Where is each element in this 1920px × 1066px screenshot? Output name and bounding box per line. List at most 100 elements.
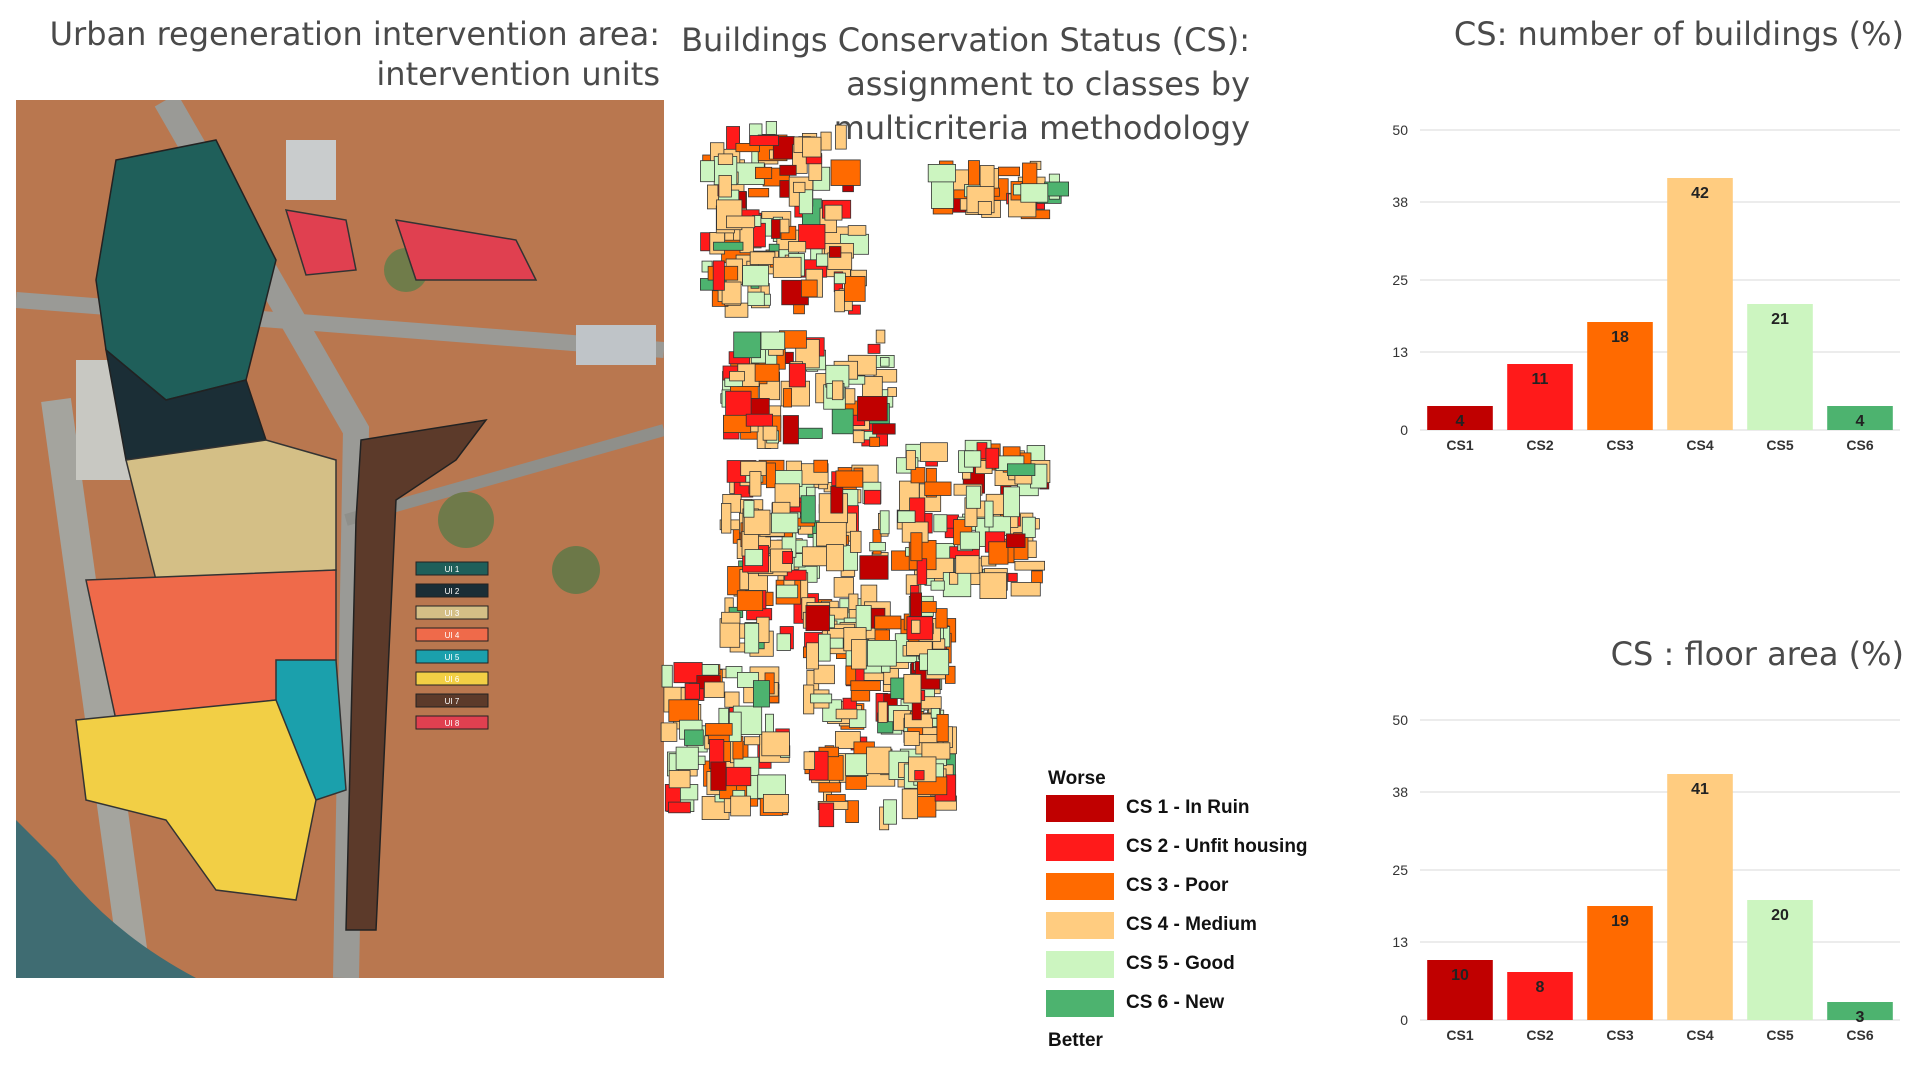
building-parcel (933, 514, 948, 533)
intervention-unit-label: UI 6 (445, 675, 460, 684)
x-category-label: CS3 (1606, 1027, 1633, 1043)
legend-swatch (1046, 911, 1114, 939)
building-parcel (800, 495, 816, 524)
building-parcel (845, 776, 867, 790)
building-parcel (903, 731, 920, 746)
building-parcel (916, 558, 928, 585)
intervention-units-map: UI 1 UI 2 UI 3 UI 4 UI 5 UI 6 UI 7 UI 8 (16, 100, 664, 978)
bar-cs6 (1827, 1002, 1893, 1020)
bar-cs2 (1507, 364, 1573, 430)
building-parcel (818, 782, 842, 793)
legend-worse-label: Worse (1048, 768, 1106, 789)
building-parcel (745, 413, 773, 427)
building-parcel (733, 331, 761, 359)
building-parcel (835, 470, 864, 488)
building-parcel (830, 159, 861, 186)
intervention-unit-swatch (415, 715, 489, 730)
building-parcel (988, 541, 1009, 565)
y-tick-label: 0 (1400, 1012, 1408, 1028)
building-parcel (660, 722, 678, 742)
legend-label: CS 1 - In Ruin (1126, 797, 1250, 818)
building-parcel (760, 331, 786, 351)
building-parcel (803, 751, 816, 770)
building-parcel (753, 680, 770, 708)
bar-value-label: 20 (1771, 907, 1789, 924)
building-parcel (967, 160, 980, 186)
building-parcel (747, 291, 765, 307)
legend-better-label: Better (1048, 1030, 1103, 1051)
building-parcel (818, 802, 835, 828)
building-parcel (705, 723, 733, 736)
intervention-map-title-line2: intervention units (376, 55, 660, 93)
building-parcel (897, 510, 916, 523)
building-parcel (879, 510, 890, 535)
building-parcel (761, 731, 790, 757)
intervention-unit-label: UI 7 (445, 697, 460, 706)
bar-cs1 (1427, 406, 1493, 430)
bar-cs3 (1587, 322, 1653, 430)
floor-area-chart-title: CS : floor area (%) (1610, 635, 1904, 673)
intervention-unit-swatch (415, 561, 489, 576)
building-parcel (979, 572, 1007, 600)
building-parcel (818, 633, 831, 662)
legend-swatch (1046, 989, 1114, 1017)
building-parcel (964, 450, 982, 468)
bar-value-label: 18 (1611, 329, 1629, 346)
bar-cs4 (1667, 774, 1733, 1020)
bar-value-label: 11 (1532, 371, 1549, 388)
building-parcel (1020, 183, 1049, 203)
building-parcel (833, 272, 846, 285)
building-parcel (668, 801, 691, 814)
legend-item-cs6: CS 6 - New (1046, 989, 1224, 1017)
building-parcel (903, 674, 922, 704)
building-parcel (754, 363, 780, 382)
x-category-label: CS5 (1766, 1027, 1793, 1043)
building-parcel (1007, 572, 1018, 582)
bar-cs4 (1667, 178, 1733, 430)
x-category-label: CS6 (1846, 1027, 1873, 1043)
building-parcel (830, 485, 844, 514)
building-parcel (872, 529, 882, 555)
intervention-unit-label: UI 3 (445, 609, 460, 618)
building-parcel (835, 708, 858, 720)
conservation-map-title-line2: assignment to classes by (846, 65, 1250, 103)
building-parcel (866, 746, 892, 775)
legend-item-cs1: CS 1 - In Ruin (1046, 794, 1250, 822)
x-category-label: CS3 (1606, 437, 1633, 453)
building-parcel (910, 467, 926, 484)
intervention-unit-label: UI 1 (445, 565, 460, 574)
legend-swatch (1046, 872, 1114, 900)
building-parcel (905, 450, 916, 471)
building-parcel (869, 541, 886, 552)
building-parcel (763, 794, 789, 814)
building-parcel (948, 572, 959, 585)
building-parcel (927, 649, 950, 676)
building-parcel (867, 343, 881, 354)
building-parcel (883, 799, 897, 825)
y-tick-label: 50 (1392, 712, 1408, 728)
building-parcel (801, 546, 829, 567)
legend-label: CS 2 - Unfit housing (1126, 836, 1308, 857)
y-tick-label: 25 (1392, 272, 1408, 288)
building-parcel (849, 530, 862, 553)
building-parcel (855, 605, 872, 631)
building-parcel (744, 736, 761, 746)
building-parcel (782, 550, 793, 564)
building-parcel (721, 502, 732, 534)
building-parcel (713, 241, 744, 251)
building-parcel (668, 699, 699, 722)
building-parcel (910, 532, 923, 562)
intervention-unit-label: UI 8 (445, 719, 460, 728)
building-parcel (717, 153, 734, 166)
building-parcel (684, 729, 704, 746)
building-parcel (862, 376, 883, 398)
building-parcel (673, 662, 703, 684)
building-parcel (930, 708, 940, 719)
legend-item-cs4: CS 4 - Medium (1046, 911, 1257, 939)
bar-value-label: 4 (1856, 413, 1865, 430)
x-category-label: CS6 (1846, 437, 1873, 453)
x-category-label: CS4 (1686, 437, 1713, 453)
bar-value-label: 4 (1456, 413, 1465, 430)
bar-value-label: 10 (1451, 967, 1469, 984)
building-parcel (911, 619, 921, 634)
